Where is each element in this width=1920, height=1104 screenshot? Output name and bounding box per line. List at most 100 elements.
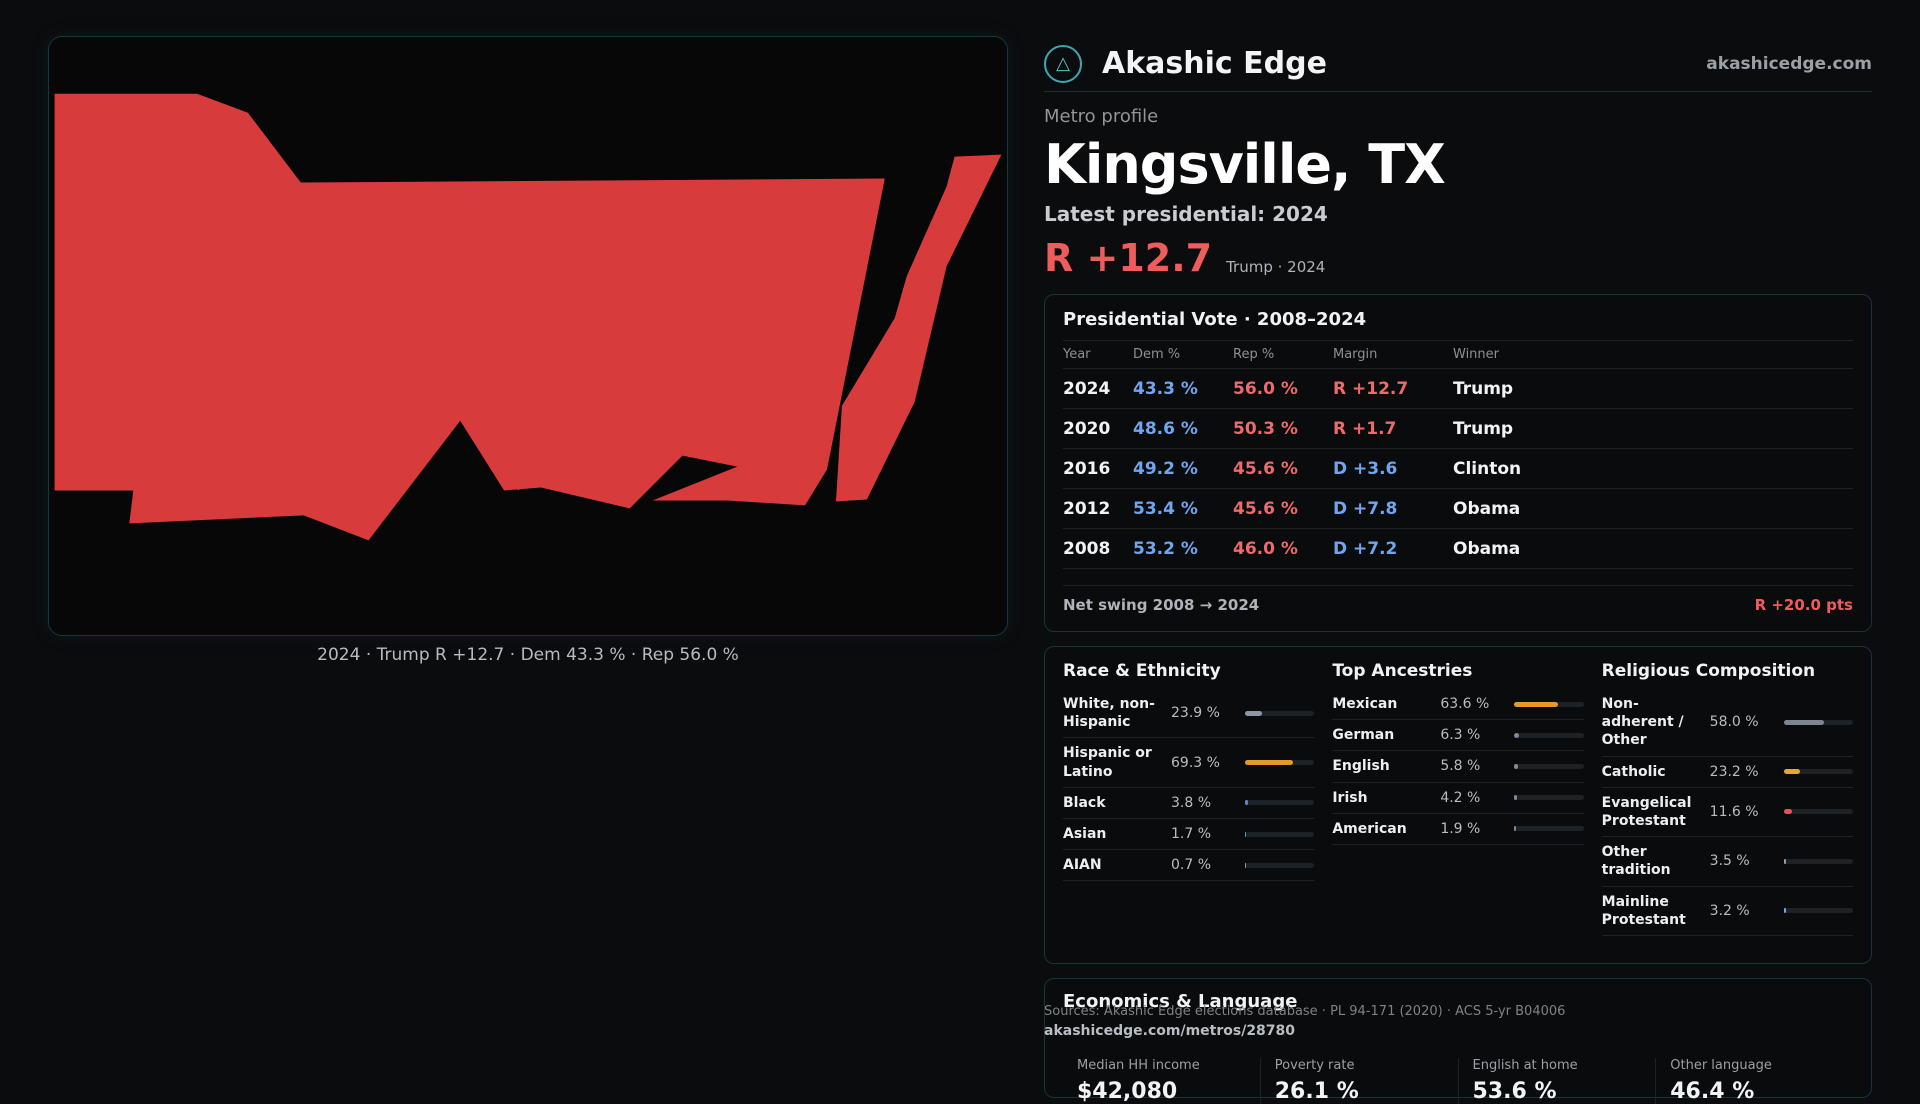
ancestry-row: German 6.3 % xyxy=(1332,720,1584,752)
religion-label: Mainline Protestant xyxy=(1601,893,1686,928)
vote-table-header: Year Dem % Rep % Margin Winner xyxy=(1063,340,1853,369)
race-title: Race & Ethnicity xyxy=(1063,661,1221,681)
religion-value: 58.0 % xyxy=(1709,714,1759,731)
race-bar-fill xyxy=(1245,862,1246,868)
vote-cell-dem: 53.2 % xyxy=(1133,528,1233,569)
economics-item: English at home 53.6 % xyxy=(1457,1058,1656,1104)
swing-value: R +20.0 pts xyxy=(1754,596,1853,614)
vote-cell-year: 2024 xyxy=(1063,368,1133,409)
economics-item: Poverty rate 26.1 % xyxy=(1259,1058,1458,1104)
vote-cell-margin: R +1.7 xyxy=(1333,408,1453,449)
county-shape-east[interactable] xyxy=(835,154,1002,502)
vote-cell-year: 2012 xyxy=(1063,488,1133,529)
race-label: Hispanic or Latino xyxy=(1063,745,1152,780)
header-dem: Dem % xyxy=(1133,340,1233,369)
race-bar-fill xyxy=(1245,710,1262,716)
ancestry-bar-fill xyxy=(1514,763,1519,769)
ancestry-value: 5.8 % xyxy=(1440,758,1481,775)
economics-item: Median HH income $42,080 xyxy=(1063,1058,1260,1104)
metro-map[interactable] xyxy=(48,36,1008,636)
religion-row: Evangelical Protestant 11.6 % xyxy=(1601,788,1853,838)
ancestry-label: American xyxy=(1332,820,1407,837)
vote-cell-year: 2016 xyxy=(1063,448,1133,489)
brand-name[interactable]: Akashic Edge xyxy=(1102,46,1327,81)
vote-cell-winner: Obama xyxy=(1453,528,1853,569)
vote-table: Year Dem % Rep % Margin Winner 2024 43.3 … xyxy=(1063,340,1853,569)
vote-row: 2012 53.4 % 45.6 % D +7.8 Obama xyxy=(1063,488,1853,529)
race-row: AIAN 0.7 % xyxy=(1063,850,1315,882)
religion-value: 3.5 % xyxy=(1709,853,1750,870)
economics-label: Other language xyxy=(1670,1058,1772,1073)
footer: Sources: Akashic Edge elections database… xyxy=(1044,1004,1565,1039)
economics-label: English at home xyxy=(1472,1058,1578,1073)
county-shape-mid[interactable] xyxy=(448,387,523,491)
economics-value: $42,080 xyxy=(1077,1079,1178,1104)
ancestry-row: English 5.8 % xyxy=(1332,751,1584,783)
religion-value: 3.2 % xyxy=(1709,902,1750,919)
economics-label: Median HH income xyxy=(1077,1058,1200,1073)
economics-title: Economics & Language xyxy=(1063,991,1298,1012)
vote-cell-margin: D +7.2 xyxy=(1333,528,1453,569)
economics-item: Other language 46.4 % xyxy=(1655,1058,1853,1104)
ancestry-label: Mexican xyxy=(1332,696,1398,712)
latest-label: Latest presidential: 2024 xyxy=(1044,202,1328,226)
religion-label: Catholic xyxy=(1601,763,1666,780)
metro-permalink[interactable]: akashicedge.com/metros/28780 xyxy=(1044,1023,1296,1039)
vote-cell-margin: R +12.7 xyxy=(1333,368,1453,409)
religion-value: 23.2 % xyxy=(1709,763,1759,780)
vote-cell-dem: 49.2 % xyxy=(1133,448,1233,489)
akashic-logo-icon[interactable]: △ xyxy=(1044,44,1082,83)
latest-margin: R +12.7 xyxy=(1044,236,1213,280)
ancestry-bar xyxy=(1514,795,1584,801)
ancestry-row: Mexican 63.6 % xyxy=(1332,689,1584,721)
demographics-card: Race & Ethnicity White, non-Hispanic 23.9… xyxy=(1044,646,1872,964)
sources-text: Sources: Akashic Edge elections database… xyxy=(1044,1004,1566,1019)
race-value: 23.9 % xyxy=(1171,705,1220,722)
presidential-vote-card: Presidential Vote · 2008–2024 Year Dem %… xyxy=(1044,294,1872,632)
vote-row: 2016 49.2 % 45.6 % D +3.6 Clinton xyxy=(1063,448,1853,489)
race-bar-fill xyxy=(1245,800,1248,806)
vote-cell-dem: 43.3 % xyxy=(1133,368,1233,409)
religion-row: Mainline Protestant 3.2 % xyxy=(1601,887,1853,936)
ancestry-bar-fill xyxy=(1514,732,1519,738)
religion-bar-fill xyxy=(1783,858,1787,864)
metro-shape-map xyxy=(54,93,1002,541)
ancestry-bar xyxy=(1514,763,1584,769)
race-value: 69.3 % xyxy=(1171,754,1220,771)
header-winner: Winner xyxy=(1453,340,1853,369)
brand-url-link[interactable]: akashicedge.com xyxy=(1706,53,1872,74)
race-label: Asian xyxy=(1063,825,1107,842)
economics-value: 53.6 % xyxy=(1472,1079,1557,1104)
latest-sub: Trump · 2024 xyxy=(1226,258,1326,276)
religion-bar xyxy=(1783,858,1853,864)
vote-cell-year: 2008 xyxy=(1063,528,1133,569)
ancestry-value: 6.3 % xyxy=(1440,727,1481,744)
ancestry-bar xyxy=(1514,701,1584,707)
vote-cell-rep: 45.6 % xyxy=(1233,488,1333,529)
vote-cell-rep: 56.0 % xyxy=(1233,368,1333,409)
ancestry-value: 1.9 % xyxy=(1440,820,1481,837)
economics-grid: Median HH income $42,080 Poverty rate 26.1 … xyxy=(1063,1058,1853,1104)
race-value: 0.7 % xyxy=(1171,857,1212,874)
net-swing: Net swing 2008 → 2024 R +20.0 pts xyxy=(1063,585,1853,614)
religion-label: Evangelical Protestant xyxy=(1601,794,1692,829)
race-value: 1.7 % xyxy=(1171,826,1212,843)
ancestry-value: 63.6 % xyxy=(1440,696,1490,713)
ancestry-bar-fill xyxy=(1514,826,1516,832)
religion-column: Religious Composition Non-adherent / Oth… xyxy=(1601,661,1853,949)
religion-bar xyxy=(1783,719,1853,725)
vote-cell-year: 2020 xyxy=(1063,408,1133,449)
race-label: AIAN xyxy=(1063,857,1102,874)
ancestry-label: German xyxy=(1332,727,1395,744)
race-row: Asian 1.7 % xyxy=(1063,819,1315,851)
religion-row: Non-adherent / Other 58.0 % xyxy=(1601,689,1853,757)
religion-bar xyxy=(1783,908,1853,914)
ancestry-bar-fill xyxy=(1514,795,1518,801)
religion-bar-fill xyxy=(1783,908,1786,914)
vote-cell-rep: 45.6 % xyxy=(1233,448,1333,489)
header-year: Year xyxy=(1063,340,1133,369)
race-value: 3.8 % xyxy=(1171,794,1212,811)
county-shape-main[interactable] xyxy=(54,93,885,541)
religion-row: Catholic 23.2 % xyxy=(1601,757,1853,788)
race-bar xyxy=(1245,760,1315,766)
